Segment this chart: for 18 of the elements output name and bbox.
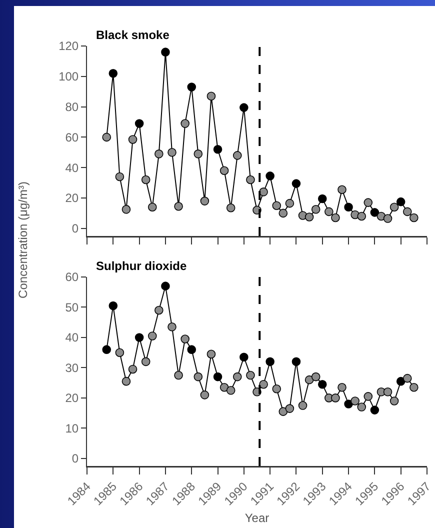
y-tick-label: 20	[65, 191, 79, 206]
y-tick-label: 60	[65, 270, 79, 284]
y-tick-label: 60	[65, 130, 79, 144]
y-tick-label: 100	[58, 70, 79, 84]
y-tick-label: 40	[65, 160, 79, 175]
y-tick-label: 40	[65, 330, 79, 345]
y-tick-label: 10	[65, 421, 79, 436]
y-tick-label: 80	[65, 100, 79, 114]
y-tick-label: 20	[65, 391, 79, 406]
chart-title: Sulphur dioxide	[96, 259, 187, 273]
y-tick-label: 0	[72, 452, 79, 466]
y-tick-label: 50	[65, 300, 79, 314]
y-tick-label: 120	[58, 39, 79, 54]
y-tick-label: 0	[72, 222, 79, 236]
y-axis-title: Concentration (μg/m³)	[16, 182, 30, 298]
y-tick-label: 30	[65, 360, 79, 375]
x-axis-title: Year	[244, 510, 270, 525]
chart-title: Black smoke	[96, 28, 170, 42]
